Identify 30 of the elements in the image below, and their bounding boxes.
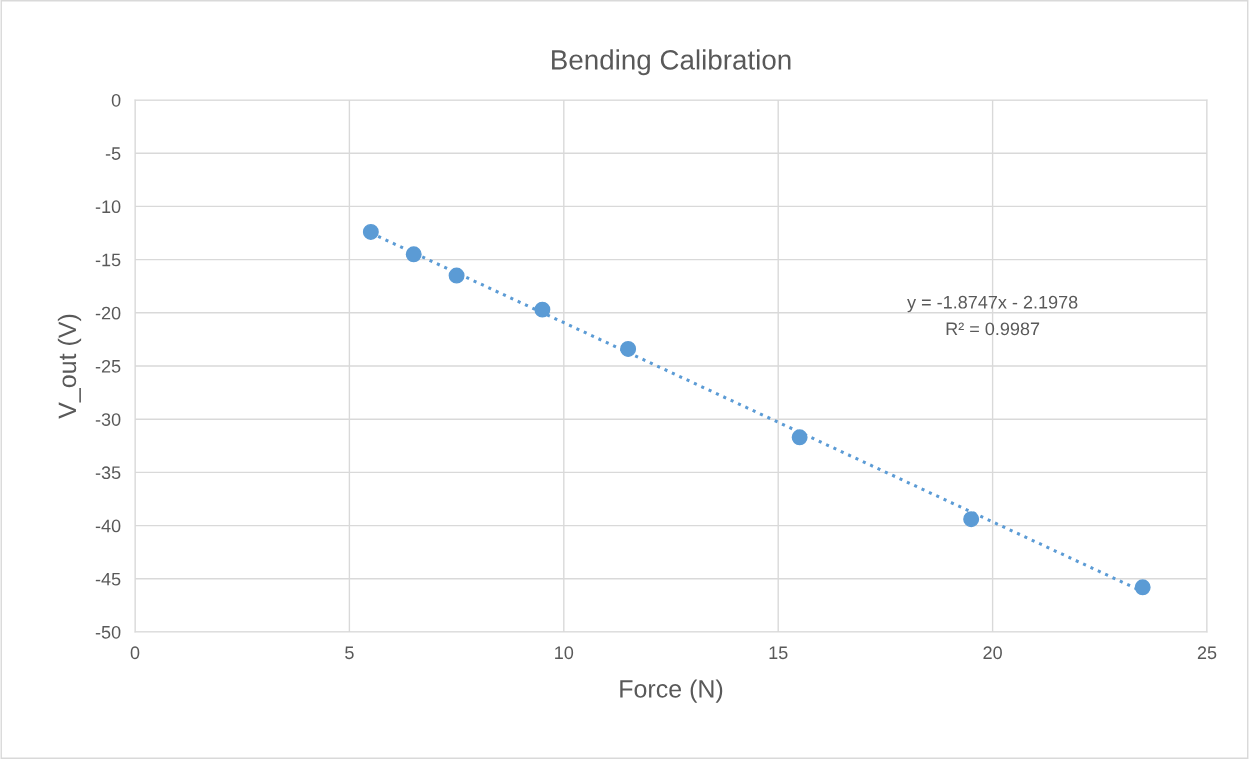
y-tick-label: -50 — [95, 625, 121, 639]
y-tick-label: -30 — [95, 413, 121, 426]
y-tick-label: -15 — [95, 253, 121, 267]
point — [791, 429, 808, 446]
y-tick-label: 0 — [111, 93, 121, 107]
annotation: R² = 0.9987 — [946, 322, 1040, 336]
x-tick-label: 25 — [1197, 646, 1217, 660]
point — [534, 301, 551, 318]
point — [1134, 579, 1151, 596]
x-tick-label: 15 — [769, 646, 788, 660]
x-axis-title: Force (N) — [620, 679, 723, 703]
x-tick-label: 5 — [345, 646, 354, 660]
y-axis-title: V_out (V) — [57, 314, 82, 419]
point — [448, 267, 465, 284]
y-tick-label: -10 — [95, 200, 121, 214]
y-tick-label: -40 — [95, 519, 121, 533]
point — [405, 246, 422, 263]
point — [620, 340, 637, 357]
y-tick-label: -45 — [95, 572, 121, 586]
y-tick-label: -20 — [95, 306, 121, 320]
annotation: y = -1.8747x - 2.1978 — [907, 295, 1078, 313]
x-tick-label: 0 — [130, 646, 140, 660]
point — [963, 511, 980, 528]
x-tick-label: 10 — [555, 646, 574, 660]
point — [362, 223, 379, 240]
y-tick-label: -35 — [95, 466, 121, 480]
y-tick-label: -5 — [105, 147, 121, 160]
chart-title: Bending Calibration — [552, 49, 791, 76]
y-tick-label: -25 — [95, 359, 121, 373]
x-tick-label: 20 — [983, 646, 1002, 660]
